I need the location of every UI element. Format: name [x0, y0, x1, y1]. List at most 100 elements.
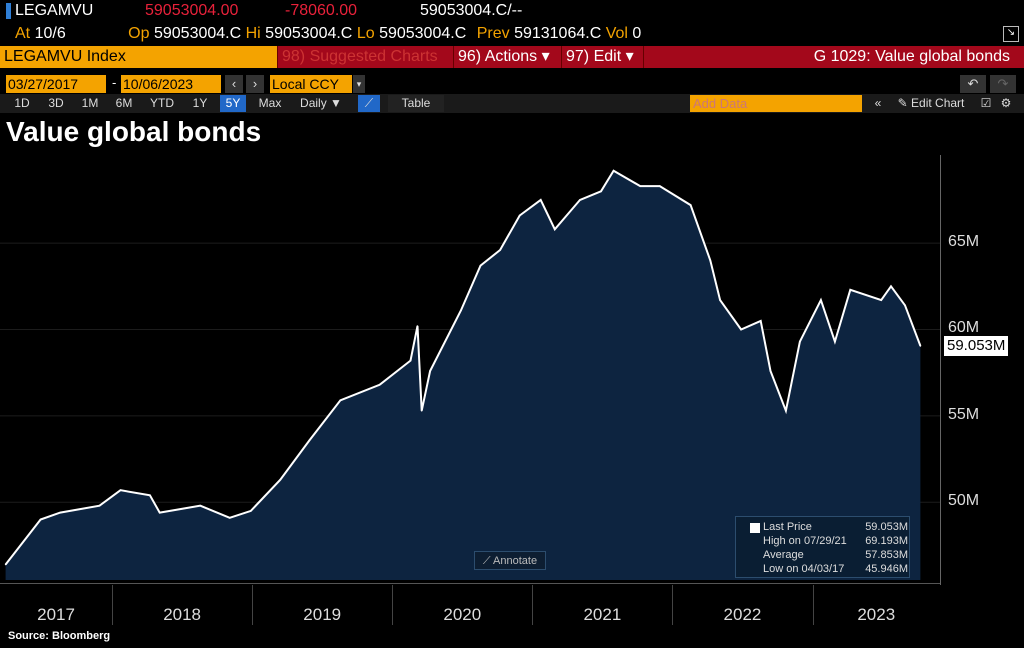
frequency-select[interactable]: Daily ▼ — [300, 96, 342, 110]
data-point — [539, 199, 542, 201]
currency-select[interactable]: Local CCY — [270, 75, 352, 93]
legend-item: Low on 04/03/17 45.946M — [763, 563, 908, 577]
data-point — [849, 288, 852, 291]
year-separator — [252, 585, 254, 625]
data-point — [834, 340, 836, 343]
year-separator — [532, 585, 534, 625]
data-point — [612, 169, 615, 172]
start-date-input[interactable]: 03/27/2017 — [6, 75, 106, 93]
data-point — [59, 511, 62, 514]
redo-button[interactable]: ↷ — [990, 75, 1016, 93]
y-tick-label: 50M — [948, 492, 980, 510]
data-point — [820, 299, 822, 301]
data-point — [279, 478, 281, 481]
collapse-icon[interactable]: « — [874, 96, 882, 110]
series-line-last-price — [4, 169, 922, 566]
y-tick-label: 65M — [948, 233, 980, 251]
period-3d[interactable]: 3D — [48, 96, 64, 110]
year-separator — [672, 585, 674, 625]
security-field[interactable]: LEGAMVU Index — [0, 46, 278, 68]
at-label: At — [15, 25, 31, 42]
data-point — [904, 304, 906, 307]
data-point — [39, 518, 42, 521]
x-tick-label: 2022 — [723, 605, 762, 624]
hi-value: 59053004.C — [265, 25, 353, 42]
prev-value: 59131064.C — [514, 25, 602, 42]
series-area — [5, 170, 921, 580]
legend-toggle-icon[interactable]: ☑ — [980, 96, 992, 110]
legend-value: 59.053M — [865, 521, 908, 533]
vol-value: 0 — [632, 25, 642, 42]
data-point — [249, 510, 252, 512]
data-point — [199, 504, 202, 507]
x-axis-line — [0, 583, 940, 584]
period-1y[interactable]: 1Y — [192, 96, 208, 110]
period-6m[interactable]: 6M — [115, 96, 133, 110]
next-arrow-button[interactable]: › — [246, 75, 264, 93]
add-data-input[interactable]: Add Data — [690, 95, 862, 112]
year-separator — [112, 585, 114, 625]
legend-label: Last Price — [763, 521, 812, 533]
data-point — [709, 259, 712, 262]
undo-button[interactable]: ↶ — [960, 75, 986, 93]
data-point — [420, 409, 423, 412]
legend-label: Average — [763, 549, 804, 561]
source-note: Source: Bloomberg — [8, 630, 111, 642]
period-ytd[interactable]: YTD — [150, 96, 174, 110]
prev-arrow-button[interactable]: ‹ — [225, 75, 243, 93]
end-date-input[interactable]: 10/06/2023 — [121, 75, 221, 93]
y-axis-line — [940, 155, 941, 585]
data-point — [416, 325, 419, 327]
y-tick-label: 55M — [948, 405, 980, 423]
table-button[interactable]: Table — [388, 95, 444, 112]
x-tick-label: 2019 — [303, 605, 342, 624]
period-1d[interactable]: 1D — [14, 96, 30, 110]
data-point — [659, 185, 661, 187]
period-max[interactable]: Max — [258, 96, 282, 110]
data-point — [499, 249, 501, 251]
data-point — [119, 489, 122, 491]
data-point — [518, 214, 521, 217]
data-point — [689, 204, 692, 206]
data-point — [880, 299, 882, 301]
vol-label: Vol — [605, 25, 628, 42]
data-point — [149, 494, 151, 497]
annotate-button[interactable]: ⟋ Annotate — [474, 551, 546, 570]
last-price-tag: 59.053M — [944, 335, 1009, 356]
legend: Last Price 59.053M High on 07/29/21 69.193… — [735, 516, 910, 578]
data-point — [600, 190, 602, 193]
actions-menu[interactable]: 96) Actions ▾ — [454, 46, 562, 68]
period-5y[interactable]: 5Y — [220, 95, 246, 112]
line-chart-icon[interactable]: ⟋ — [358, 95, 380, 112]
y-tick-label: 60M — [948, 319, 980, 337]
gear-icon[interactable]: ⚙ — [1000, 96, 1012, 110]
ticker-marker — [6, 3, 11, 19]
edit-chart-button[interactable]: ✎ Edit Chart — [897, 96, 965, 110]
suggested-charts-button[interactable]: 98) Suggested Charts — [278, 46, 454, 68]
legend-item: Average 57.853M — [763, 549, 908, 563]
annotate-label: Annotate — [493, 555, 538, 567]
data-point — [158, 511, 161, 514]
data-point — [98, 504, 101, 507]
lo-label: Lo — [356, 25, 375, 42]
year-separator — [392, 585, 394, 625]
data-point — [740, 328, 742, 331]
data-point — [228, 517, 231, 519]
last-price: 59053004.00 — [145, 2, 239, 19]
x-tick-label: 2017 — [37, 605, 75, 624]
popout-icon[interactable]: ↘ — [1003, 26, 1019, 42]
data-point — [553, 228, 556, 231]
legend-item: High on 07/29/21 69.193M — [763, 535, 908, 549]
date-dash: - — [112, 75, 117, 90]
chevron-down-icon[interactable]: ▾ — [353, 75, 365, 93]
edit-menu[interactable]: 97) Edit ▾ — [562, 46, 644, 68]
data-point — [639, 185, 642, 187]
legend-label: High on 07/29/21 — [763, 535, 847, 547]
chart-title: Value global bonds — [6, 116, 262, 147]
data-point — [378, 383, 381, 386]
legend-value: 57.853M — [865, 549, 908, 561]
period-1m[interactable]: 1M — [81, 96, 99, 110]
hi-label: Hi — [245, 25, 261, 42]
data-point — [759, 320, 762, 322]
data-point — [479, 264, 482, 267]
